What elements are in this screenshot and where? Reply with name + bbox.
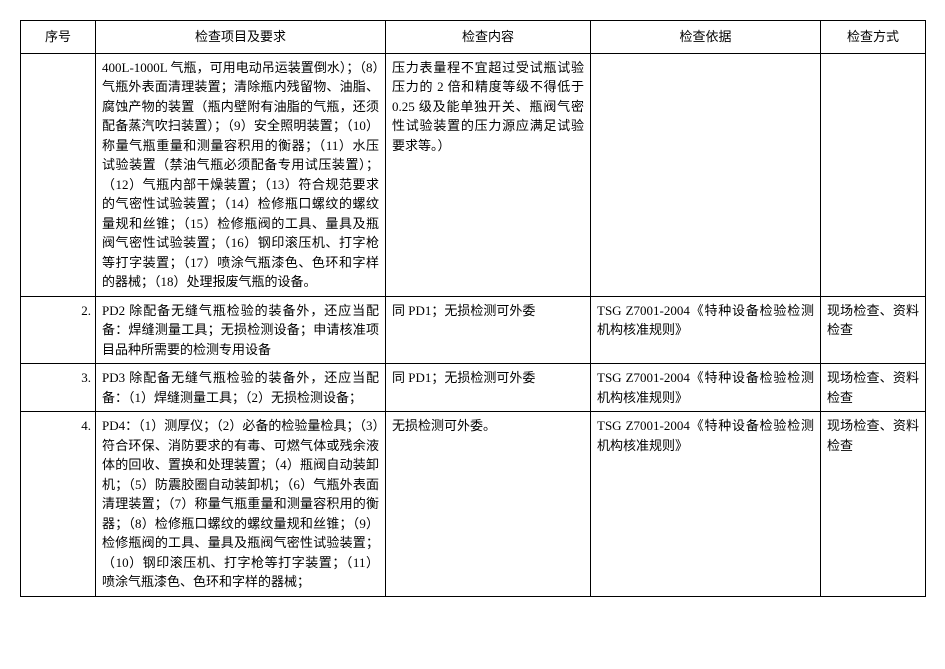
header-content: 检查内容 [386,21,591,54]
cell-item: PD2 除配备无缝气瓶检验的装备外，还应当配备：焊缝测量工具；无损检测设备；申请… [96,296,386,364]
cell-seq [21,364,61,412]
cell-content: 无损检测可外委。 [386,412,591,597]
header-seq: 序号 [21,21,96,54]
cell-item: PD4：（1）测厚仪；（2）必备的检验量检具；（3）符合环保、消防要求的有毒、可… [96,412,386,597]
cell-basis: TSG Z7001-2004《特种设备检验检测机构核准规则》 [591,412,821,597]
cell-method: 现场检查、资料检查 [821,296,926,364]
cell-seq [21,296,61,364]
table-row: 3. PD3 除配备无缝气瓶检验的装备外，还应当配备：（1）焊缝测量工具；（2）… [21,364,926,412]
cell-basis: TSG Z7001-2004《特种设备检验检测机构核准规则》 [591,364,821,412]
cell-item: 400L-1000L 气瓶，可用电动吊运装置倒水）；（8）气瓶外表面清理装置；清… [96,53,386,296]
cell-num: 2. [61,296,96,364]
table-row: 2. PD2 除配备无缝气瓶检验的装备外，还应当配备：焊缝测量工具；无损检测设备… [21,296,926,364]
header-method: 检查方式 [821,21,926,54]
inspection-table: 序号 检查项目及要求 检查内容 检查依据 检查方式 400L-1000L 气瓶，… [20,20,926,597]
cell-basis [591,53,821,296]
cell-method: 现场检查、资料检查 [821,412,926,597]
cell-seq [21,53,61,296]
cell-seq [21,412,61,597]
cell-content: 同 PD1；无损检测可外委 [386,296,591,364]
cell-basis: TSG Z7001-2004《特种设备检验检测机构核准规则》 [591,296,821,364]
table-row: 4. PD4：（1）测厚仪；（2）必备的检验量检具；（3）符合环保、消防要求的有… [21,412,926,597]
cell-method: 现场检查、资料检查 [821,364,926,412]
table-row: 400L-1000L 气瓶，可用电动吊运装置倒水）；（8）气瓶外表面清理装置；清… [21,53,926,296]
cell-num [61,53,96,296]
cell-num: 4. [61,412,96,597]
cell-item: PD3 除配备无缝气瓶检验的装备外，还应当配备：（1）焊缝测量工具；（2）无损检… [96,364,386,412]
header-item: 检查项目及要求 [96,21,386,54]
cell-content: 同 PD1；无损检测可外委 [386,364,591,412]
cell-num: 3. [61,364,96,412]
cell-method [821,53,926,296]
table-header-row: 序号 检查项目及要求 检查内容 检查依据 检查方式 [21,21,926,54]
header-basis: 检查依据 [591,21,821,54]
cell-content: 压力表量程不宜超过受试瓶试验压力的 2 倍和精度等级不得低于 0.25 级及能单… [386,53,591,296]
